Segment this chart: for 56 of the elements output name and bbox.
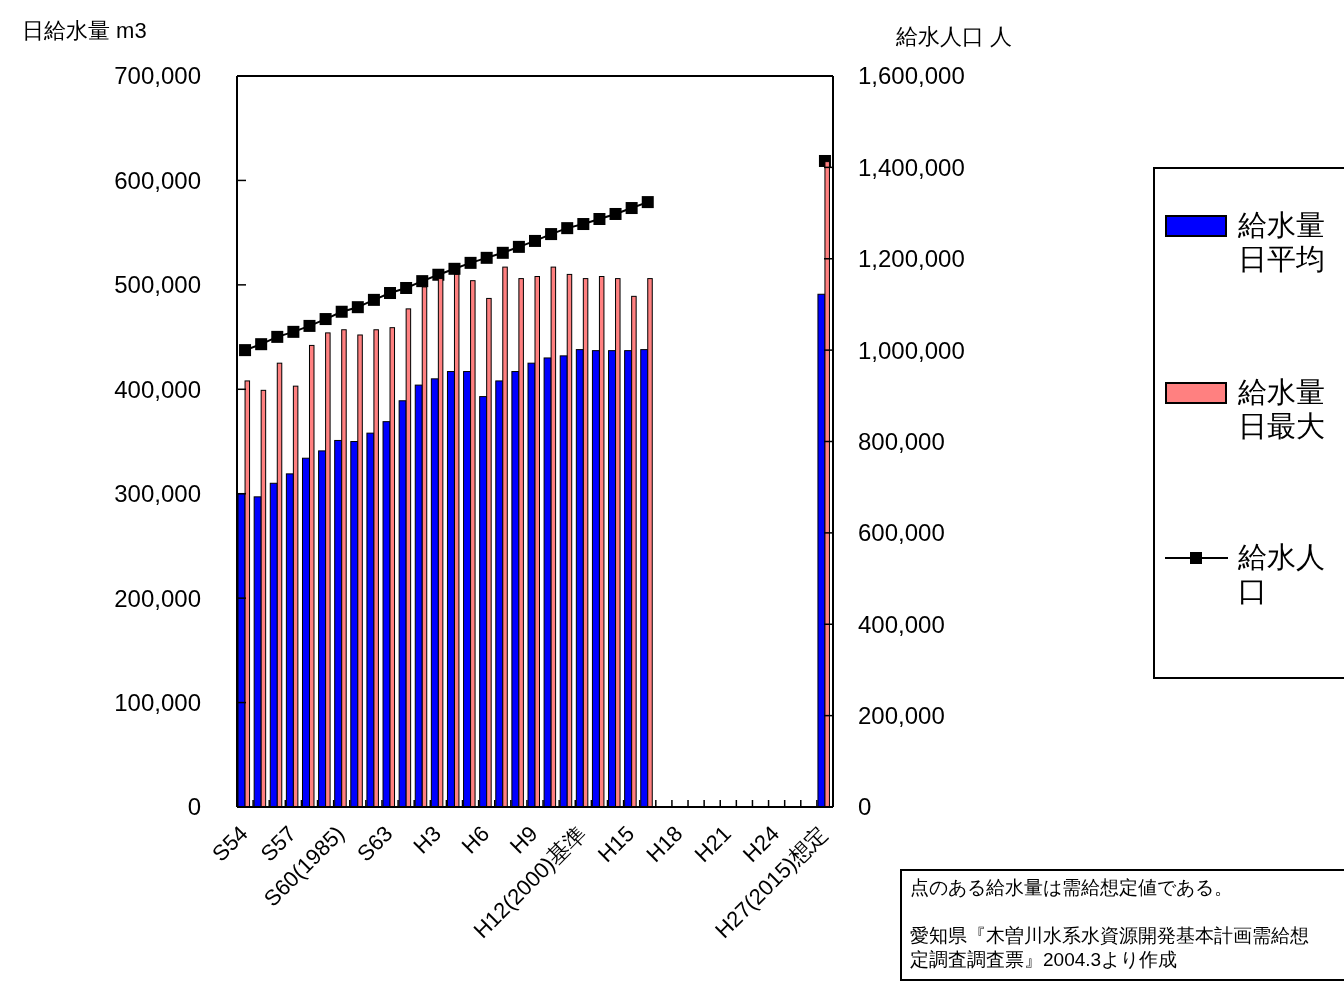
- x-tick-label: S63: [352, 820, 398, 867]
- point: [561, 222, 574, 235]
- point: [593, 213, 606, 225]
- point: [512, 240, 525, 253]
- x-tick-label: H15: [592, 820, 640, 868]
- y2-tick-label: 1,000,000: [858, 336, 965, 364]
- point: [609, 207, 622, 220]
- x-tick-label: H9: [504, 820, 543, 859]
- point: [625, 202, 638, 215]
- legend-label: 給水人口: [1237, 541, 1325, 607]
- y-tick-label: 400,000: [114, 375, 201, 403]
- y2-tick-label: 0: [858, 793, 872, 821]
- point: [464, 256, 477, 269]
- point: [319, 313, 332, 326]
- legend-label: 給水量日最大: [1237, 376, 1325, 442]
- x-tick-label: H18: [641, 820, 688, 868]
- point: [400, 281, 413, 294]
- y2-tick-label: 1,400,000: [858, 153, 965, 181]
- point: [351, 301, 364, 314]
- y2-tick-label: 800,000: [858, 427, 945, 455]
- y2-tick-label: 1,200,000: [858, 245, 965, 273]
- y-tick-label: 700,000: [114, 62, 201, 90]
- point: [239, 344, 252, 357]
- point: [367, 293, 380, 306]
- y-tick-label: 300,000: [114, 480, 201, 508]
- point: [448, 262, 461, 275]
- x-tick-label: S54: [207, 820, 253, 867]
- y2-tick-label: 400,000: [858, 610, 945, 638]
- point: [496, 246, 509, 259]
- point: [545, 228, 558, 241]
- point: [416, 275, 429, 288]
- point: [255, 338, 268, 351]
- point: [271, 330, 284, 343]
- point: [480, 251, 493, 264]
- y-tick-label: 100,000: [114, 688, 201, 716]
- x-tick-label: H3: [408, 820, 446, 859]
- y2-tick-label: 600,000: [858, 519, 945, 547]
- point: [303, 319, 316, 332]
- y2-axis-title: 給水人口 人: [895, 24, 1013, 49]
- point: [384, 287, 397, 300]
- y-axis-title: 日給水量 m3: [22, 18, 147, 43]
- y-tick-label: 200,000: [114, 584, 201, 612]
- x-tick-label: H6: [456, 820, 495, 859]
- y-tick-label: 600,000: [114, 166, 201, 194]
- point: [529, 234, 541, 247]
- y2-tick-label: 200,000: [858, 702, 945, 730]
- y2-tick-label: 1,600,000: [858, 62, 965, 90]
- legend-label: 給水量日平均: [1237, 209, 1325, 275]
- point: [577, 218, 590, 231]
- text: 点のある給水量は需給想定値である。: [910, 877, 1233, 898]
- point: [335, 305, 348, 318]
- text: 愛知県『木曽川水系水資源開発基本計画需給想定調査調査票』2004.3より作成: [910, 925, 1309, 970]
- point: [641, 196, 654, 209]
- y-tick-label: 0: [187, 793, 201, 821]
- point: [287, 325, 300, 338]
- y-tick-label: 500,000: [114, 271, 201, 299]
